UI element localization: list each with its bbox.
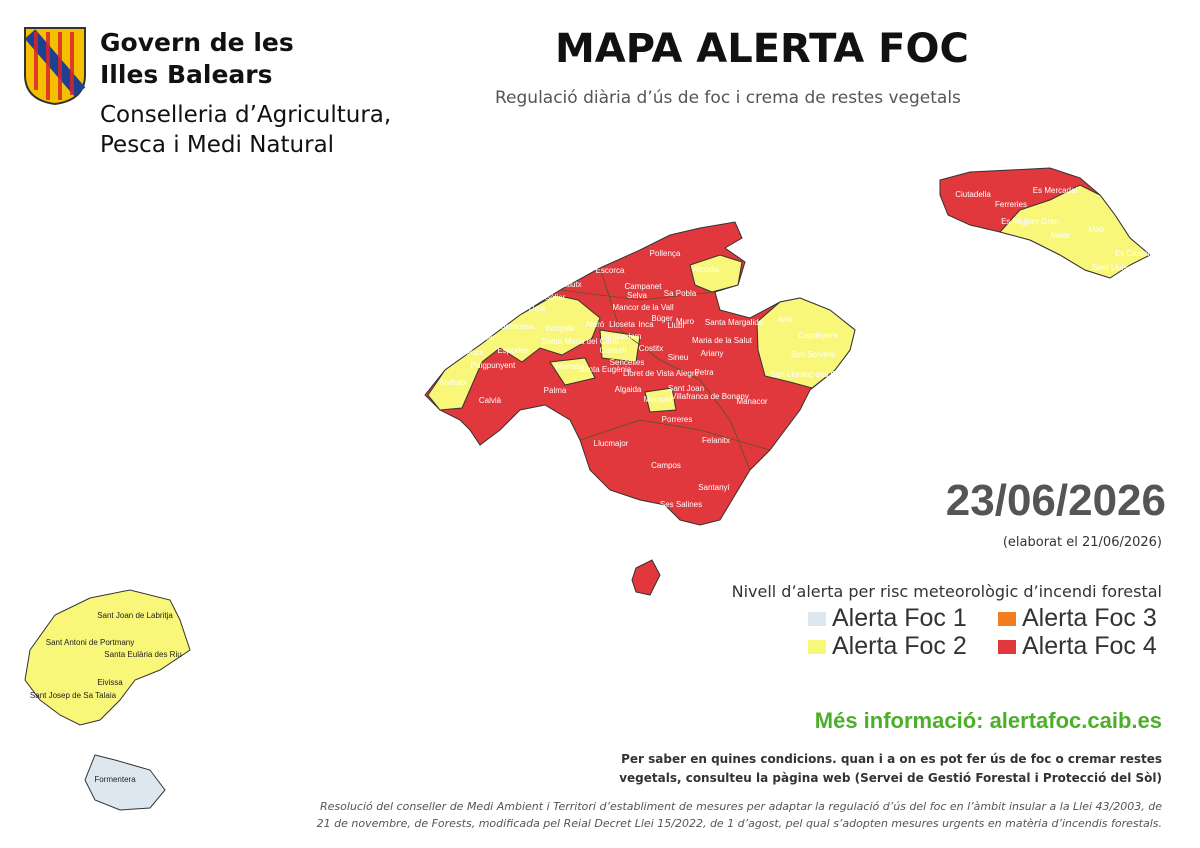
municipality-label: Costitx [639,344,663,353]
municipality-label: Palma [544,386,567,395]
municipality-label: Sencelles [610,358,645,367]
elaborated: (elaborat el 21/06/2026) [1002,535,1162,550]
municipality-label: Santanyí [698,483,730,492]
municipality-label: Sa Pobla [664,289,697,298]
municipality-label: Campos [651,461,681,470]
municipality-label: Banyalbufar [453,333,496,342]
municipality-label: Algaida [615,385,642,394]
org-name: Illes Balears [100,60,273,89]
municipality-label: Villafranca de Bonany [671,392,749,401]
municipality-label: Es Mercadal [1033,186,1078,195]
municipality-label: Llucmajor [594,439,629,448]
legend-label: Alerta Foc 2 [832,632,967,660]
municipality-label: Fornalutx [548,280,581,289]
municipality-label: Mancor de la Vall [612,303,673,312]
org-name: Govern de les [100,28,294,57]
municipality-label: Pollença [650,249,681,258]
department: Pesca i Medi Natural [100,132,335,158]
municipality-label: Santa Eugènia [579,365,632,374]
municipality-label: Santa Margalida [705,318,764,327]
municipality-label: Lloret de Vista Alegre [623,369,699,378]
municipality-label: Bunyola [546,324,575,333]
municipality-label: Ses Salines [660,500,702,509]
municipality-label: Ariany [701,349,724,358]
department: Conselleria d’Agricultura, [100,102,392,128]
municipality-label: Eivissa [97,678,123,687]
resolution: 21 de novembre, de Forests, modificada p… [316,817,1162,830]
municipality-label: Búger [651,314,673,323]
resolution: Resolució del conseller de Medi Ambient … [320,800,1162,813]
municipality-label: Es Migjorn Gran [1001,217,1059,226]
municipality-label: Sóller [545,293,566,302]
legend-swatch [998,612,1016,626]
municipality-label: Sant Antoni de Portmany [46,638,135,647]
municipality-label: Artà [778,315,793,324]
municipality-label: Sant Joan [668,384,704,393]
municipality-label: Porreres [662,415,693,424]
municipality-label: Calvià [479,396,502,405]
title: MAPA ALERTA FOC [555,26,969,72]
legend-swatch [998,640,1016,654]
municipality-label: Ciutadella [955,190,991,199]
municipality-label: Manacor [736,397,767,406]
municipality-label: Escorca [596,266,625,275]
municipality-label: Petra [694,368,714,377]
subtitle: Regulació diària d’ús de foc i crema de … [495,88,961,108]
note: Per saber en quines condicions. quan i a… [621,752,1162,766]
municipality-label: Alaior [1050,231,1071,240]
municipality-label: Santa Eulària des Riu [104,650,181,659]
municipality-label: Alcúdia [693,265,720,274]
legend-title: Nivell d’alerta per risc meteorològic d’… [731,582,1162,601]
municipality-label: Sant Joan de Labritja [97,611,173,620]
more-info: Més informació: alertafoc.caib.es [814,708,1162,733]
municipality-label: San Llorenç des Cardassar [771,370,868,379]
menorca [939,167,1151,279]
legend-swatch [808,640,826,654]
municipality-label: Deià [529,304,546,313]
municipality-label: Sant Josep de Sa Talaia [30,691,117,700]
legend-label: Alerta Foc 4 [1022,632,1157,660]
municipality-label: Sineu [668,353,688,362]
municipality-label: Maria de la Salut [692,336,753,345]
municipality-label: Marratxí [555,362,585,371]
municipality-label: Alaró [586,320,605,329]
municipality-label: Sant Lluís [1092,263,1128,272]
legend-swatch [808,612,826,626]
municipality-label: Montuïri [644,395,673,404]
pitiuses [24,589,191,811]
municipality-label: Consell [600,346,627,355]
municipality-label: Valldemossa [488,322,534,331]
municipality-label: Lloseta [609,320,635,329]
municipality-label: Estellencs [447,348,483,357]
logo [24,27,86,106]
municipality-label: Binissalem [603,332,642,341]
municipality-label: Felanitx [702,436,730,445]
municipality-label: Campanet [625,282,663,291]
municipality-label: Esporles [497,346,528,355]
municipality-label: Maó [1088,225,1104,234]
municipality-label: Capdepera [798,331,838,340]
municipality-label: Santa Maria del Camí [541,337,619,346]
legend-label: Alerta Foc 1 [832,604,967,632]
municipality-label: Muro [676,317,695,326]
municipality-label: Ferreries [995,200,1027,209]
municipality-label: Andratx [439,378,467,387]
date: 23/06/2026 [945,476,1166,525]
municipality-label: Puigpunyent [471,361,516,370]
note: vegetals, consulteu la pàgina web (Serve… [619,771,1162,785]
municipality-label: Es Castell [1115,249,1151,258]
mallorca [424,221,856,596]
municipality-label: Llubí [667,321,685,330]
municipality-label: Selva [627,291,648,300]
municipality-label: Inca [638,320,654,329]
municipality-label: Formentera [94,775,136,784]
legend-label: Alerta Foc 3 [1022,604,1157,632]
municipality-label: Son Servera [791,350,836,359]
